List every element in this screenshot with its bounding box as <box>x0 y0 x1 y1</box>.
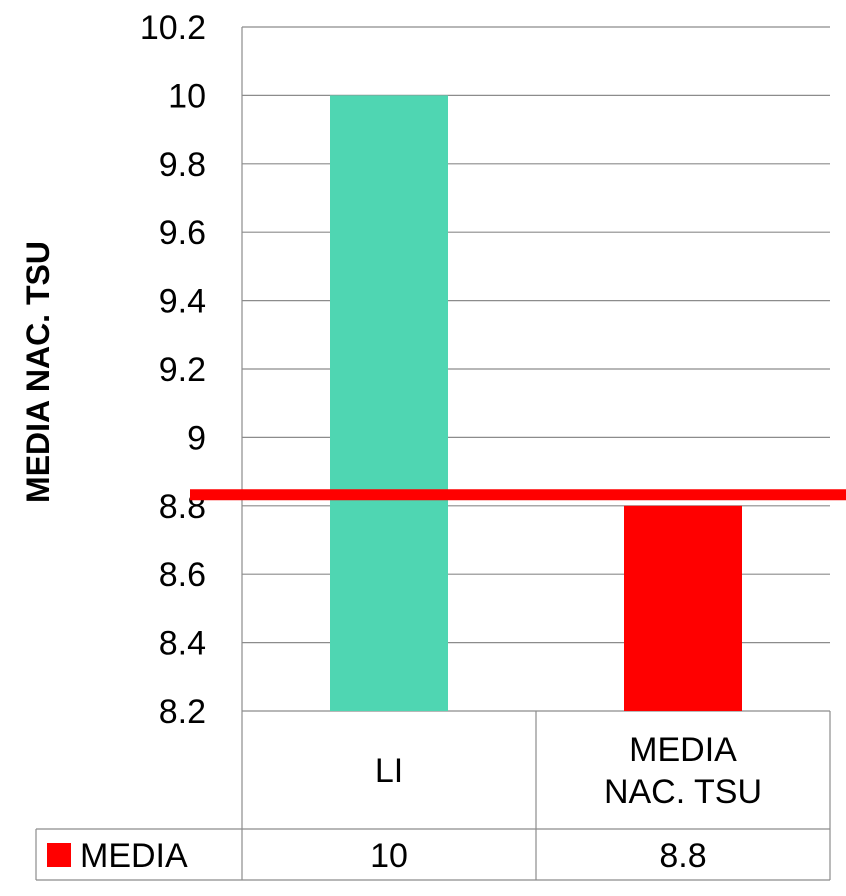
data-table: LI MEDIA NAC. TSU MEDIA 10 8.8 <box>35 711 831 881</box>
legend-swatch <box>47 843 71 867</box>
x-category-label: NAC. TSU <box>604 773 762 811</box>
y-tick-label: 9.4 <box>159 283 206 321</box>
bar <box>624 505 742 711</box>
y-tick-label: 8.4 <box>159 625 206 663</box>
legend-label: MEDIA <box>80 837 188 875</box>
y-tick-label: 9.8 <box>159 146 206 184</box>
y-tick-label: 9.6 <box>159 214 206 252</box>
x-category-label: LI <box>375 752 403 790</box>
y-tick-label: 9 <box>187 419 206 457</box>
y-tick-label: 8.6 <box>159 556 206 594</box>
y-tick-label: 9.2 <box>159 351 206 389</box>
x-category-label: MEDIA <box>629 731 737 769</box>
data-table-value: 8.8 <box>659 837 706 875</box>
bars <box>330 95 742 711</box>
bar <box>330 95 448 711</box>
y-tick-label: 10 <box>168 77 206 115</box>
y-tick-label: 10.2 <box>140 9 206 47</box>
y-axis-title: MEDIA NAC. TSU <box>20 241 56 503</box>
data-table-value: 10 <box>370 837 408 875</box>
y-tick-label: 8.2 <box>159 693 206 731</box>
